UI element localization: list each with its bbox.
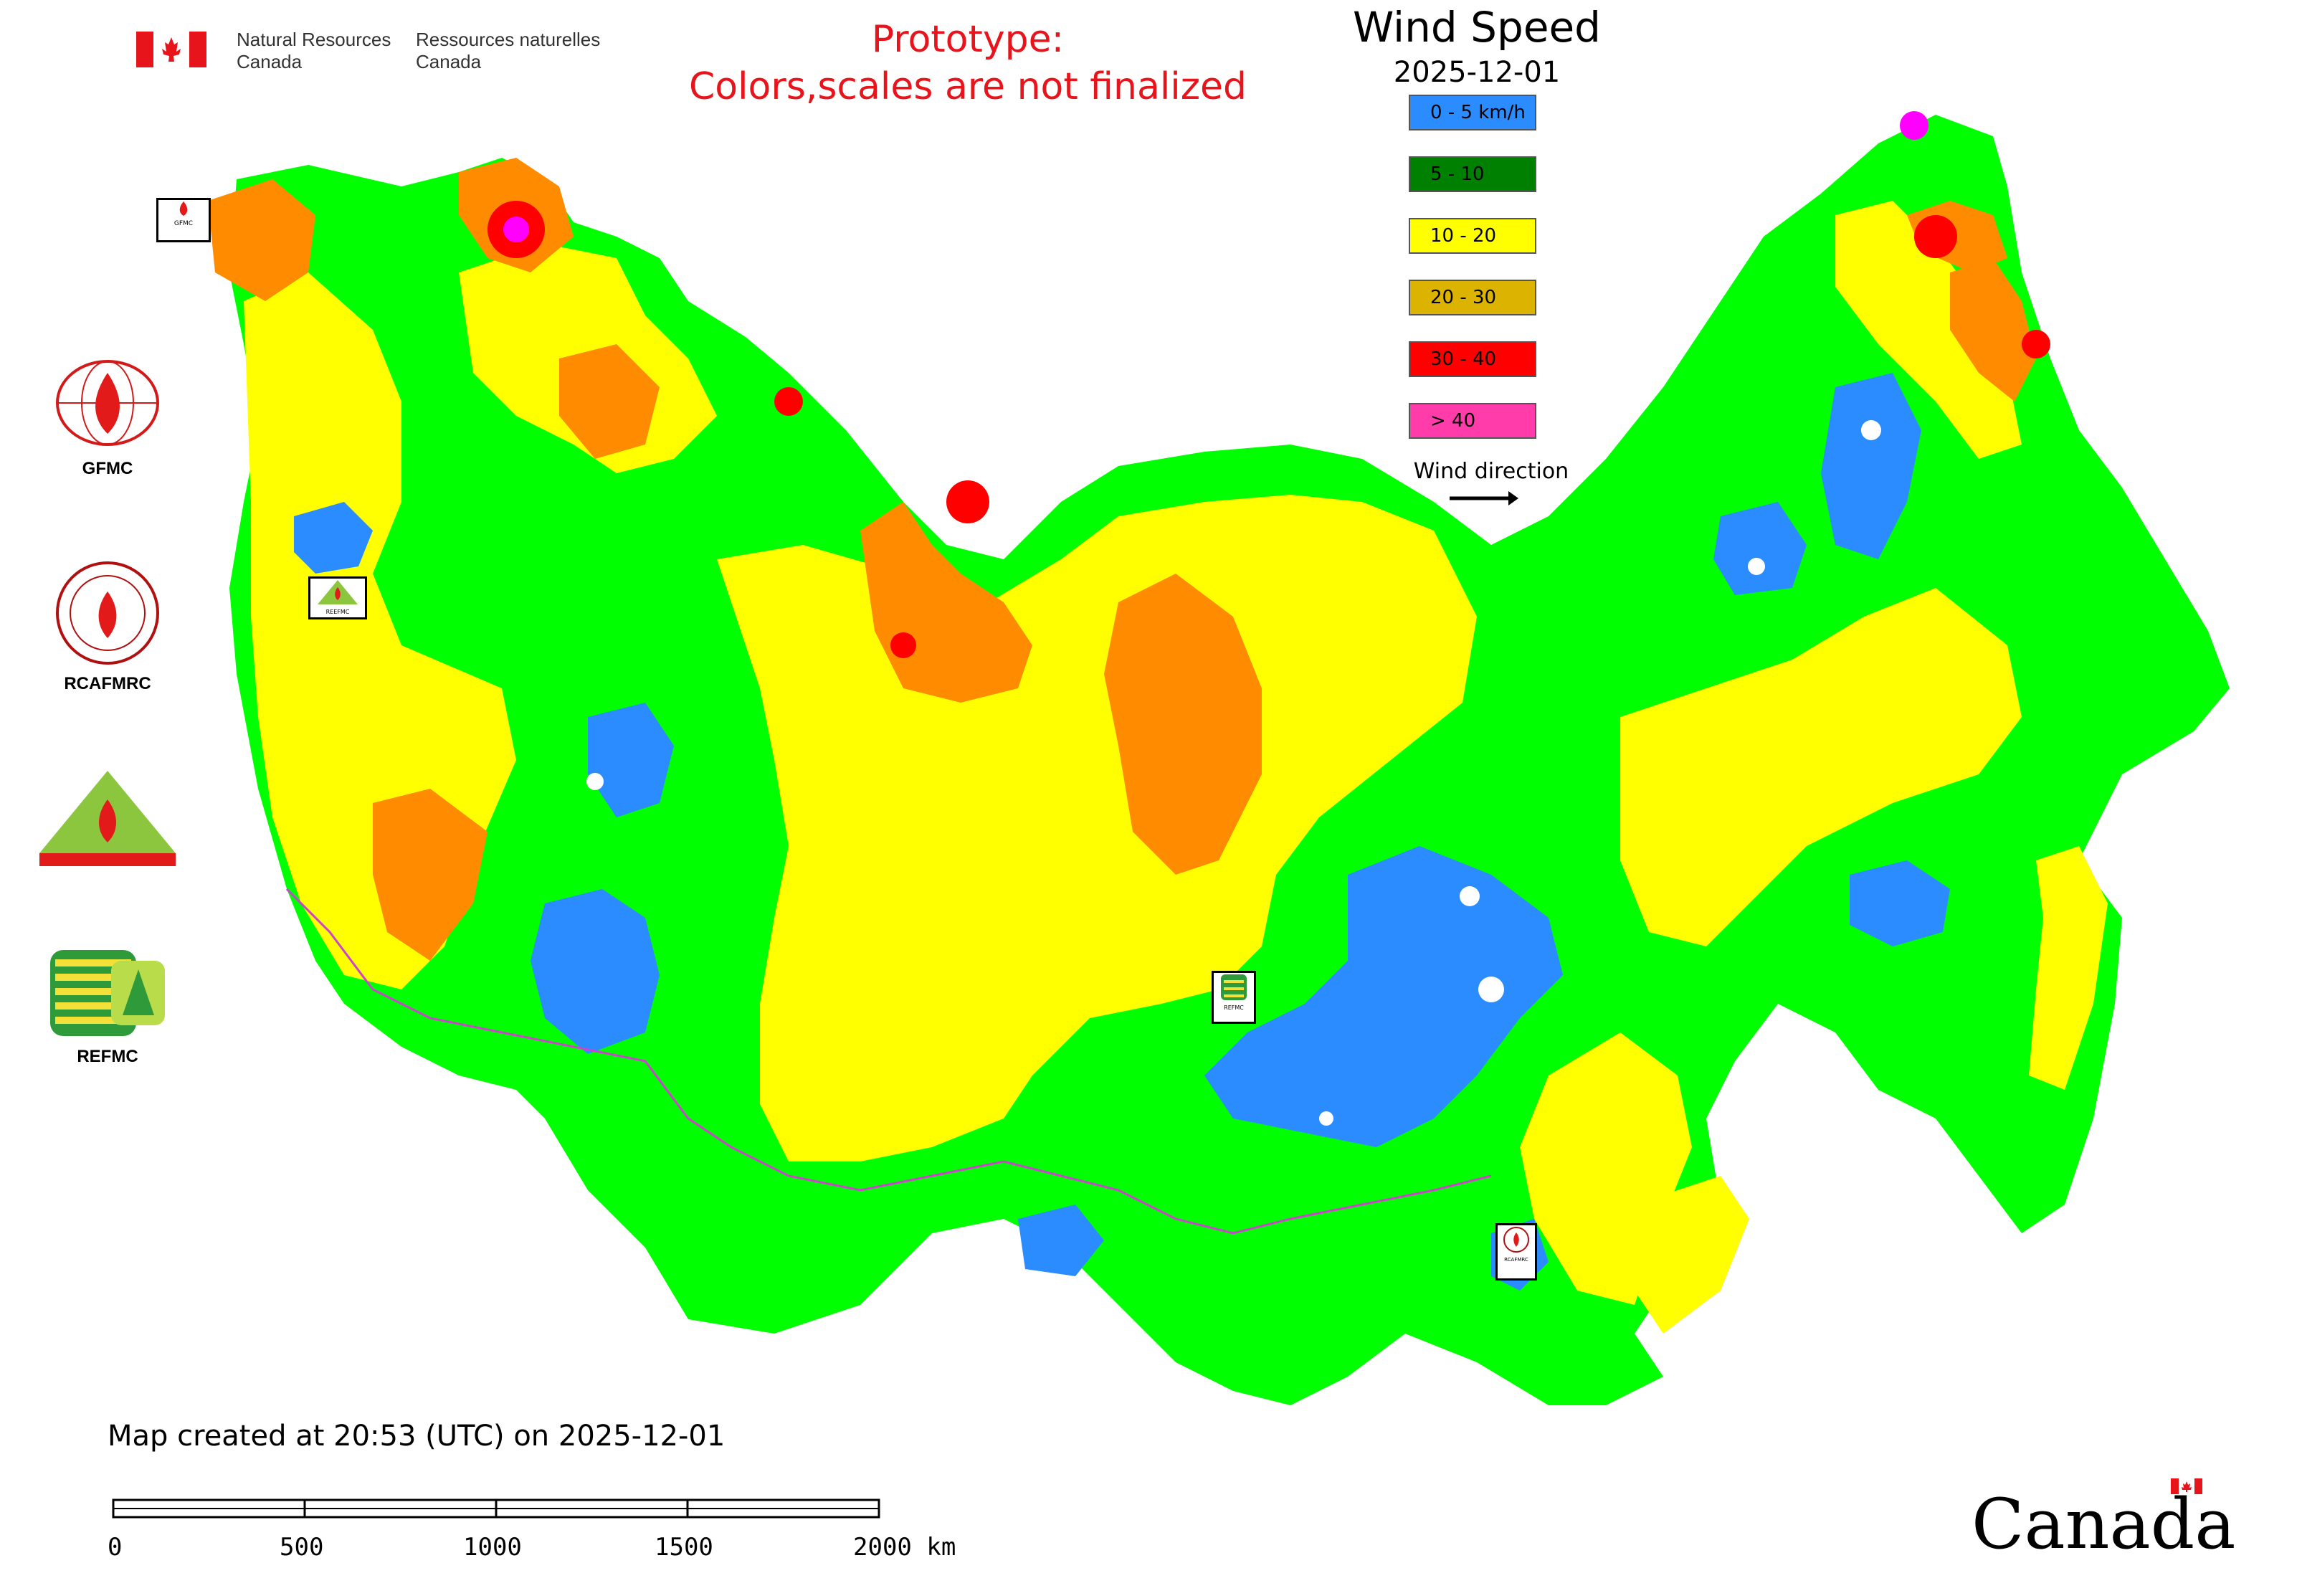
gfmc-logo: GFMC [14, 358, 201, 479]
legend-item-gt-40: > 40 [1409, 403, 1536, 439]
wind-direction-label: Wind direction [1413, 459, 1569, 484]
refmc-emblem-icon [50, 950, 165, 1036]
calm-center-3 [1861, 420, 1881, 440]
scale-tick-1500: 1500 [655, 1533, 713, 1562]
legend-item-0-5: 0 - 5 km/h [1409, 95, 1536, 130]
canada-flag-icon [136, 32, 206, 67]
map-date: 2025-12-01 [1393, 56, 1561, 89]
scale-bar-graphic [112, 1498, 880, 1519]
gov-name-french: Ressources naturelles Canada [416, 29, 601, 72]
zone-yellow-far-east [1835, 201, 2022, 459]
scale-tick-1000: 1000 [463, 1533, 522, 1562]
calm-center-4 [586, 773, 604, 790]
map-created-timestamp: Map created at 20:53 (UTC) on 2025-12-01 [108, 1420, 726, 1453]
russia-landmass [208, 111, 2230, 1405]
marker-refmc-icon [1221, 974, 1247, 1000]
scale-bar: 0 500 1000 1500 2000 km [108, 1498, 968, 1563]
rcafmrc-emblem-icon [56, 561, 159, 665]
marker-reefmc: REEFMC [308, 576, 367, 619]
zone-blue-west-siberia [531, 889, 660, 1054]
zone-yellow-east [1620, 588, 2022, 946]
zone-blue-yakutia [1821, 373, 1921, 559]
zone-yellow-amur [2029, 846, 2108, 1090]
marker-gfmc: GFMC [156, 198, 211, 242]
calm-center-5 [1748, 558, 1765, 575]
zone-orange-urals [373, 789, 487, 961]
reefmc-logo [14, 767, 201, 870]
scale-tick-500: 500 [280, 1533, 324, 1562]
zone-orange-kamchatka [1950, 258, 2036, 402]
zone-orange-taimyr [1104, 574, 1262, 875]
scale-tick-2000: 2000 km [853, 1533, 956, 1562]
zone-blue-ob [588, 703, 674, 817]
zone-blue-baikal [1204, 846, 1563, 1147]
hotspot-red-novaya [946, 480, 989, 523]
government-signature: Natural Resources Canada Ressources natu… [136, 29, 681, 79]
border-line [285, 888, 1492, 1235]
legend-item-30-40: 30 - 40 [1409, 341, 1536, 377]
zone-blue-amur [1850, 860, 1950, 946]
gfmc-emblem-icon [56, 360, 159, 446]
rcafmrc-logo: RCAFMRC [14, 559, 201, 694]
legend-item-5-10: 5 - 10 [1409, 156, 1536, 192]
calm-center-6 [1319, 1111, 1333, 1126]
prototype-notice: Prototype: Colors,scales are not finaliz… [688, 18, 1247, 108]
canada-wordmark-flag-icon [2171, 1478, 2202, 1494]
hotspot-red-karsea [890, 632, 916, 658]
zone-blue-karelia [294, 502, 373, 574]
zone-orange-white-sea [559, 344, 660, 459]
refmc-logo: REFMC [14, 946, 201, 1067]
hotspot-red-kamchatka [2022, 330, 2050, 358]
marker-refmc: REFMC [1212, 971, 1256, 1024]
marker-rcafmrc: RCAFMRC [1495, 1223, 1537, 1281]
hotspot-red-barents [774, 387, 803, 416]
calm-center-2 [1478, 977, 1504, 1002]
legend-item-20-30: 20 - 30 [1409, 280, 1536, 315]
marker-rcafmrc-icon [1503, 1227, 1529, 1253]
zone-yellow-southeast2 [1635, 1176, 1749, 1334]
hotspot-magenta-kola [503, 217, 529, 242]
reefmc-emblem-icon [39, 771, 176, 866]
scale-tick-0: 0 [108, 1533, 123, 1562]
hotspot-magenta-chukotka [1900, 111, 1928, 140]
canada-wordmark: Canada [1972, 1478, 2235, 1564]
zone-blue-altai [1018, 1205, 1104, 1276]
wind-direction-arrow-icon [1450, 491, 1518, 505]
legend-item-10-20: 10 - 20 [1409, 218, 1536, 254]
zone-blue-yakutia2 [1713, 502, 1807, 595]
map-title: Wind Speed [1352, 3, 1602, 52]
gov-name-english: Natural Resources Canada [237, 29, 391, 72]
marker-reefmc-icon [318, 580, 358, 604]
zone-orange-finland [208, 179, 315, 301]
calm-center-1 [1460, 886, 1480, 906]
marker-gfmc-icon [179, 201, 188, 216]
hotspot-red-chukotka [1914, 215, 1957, 258]
